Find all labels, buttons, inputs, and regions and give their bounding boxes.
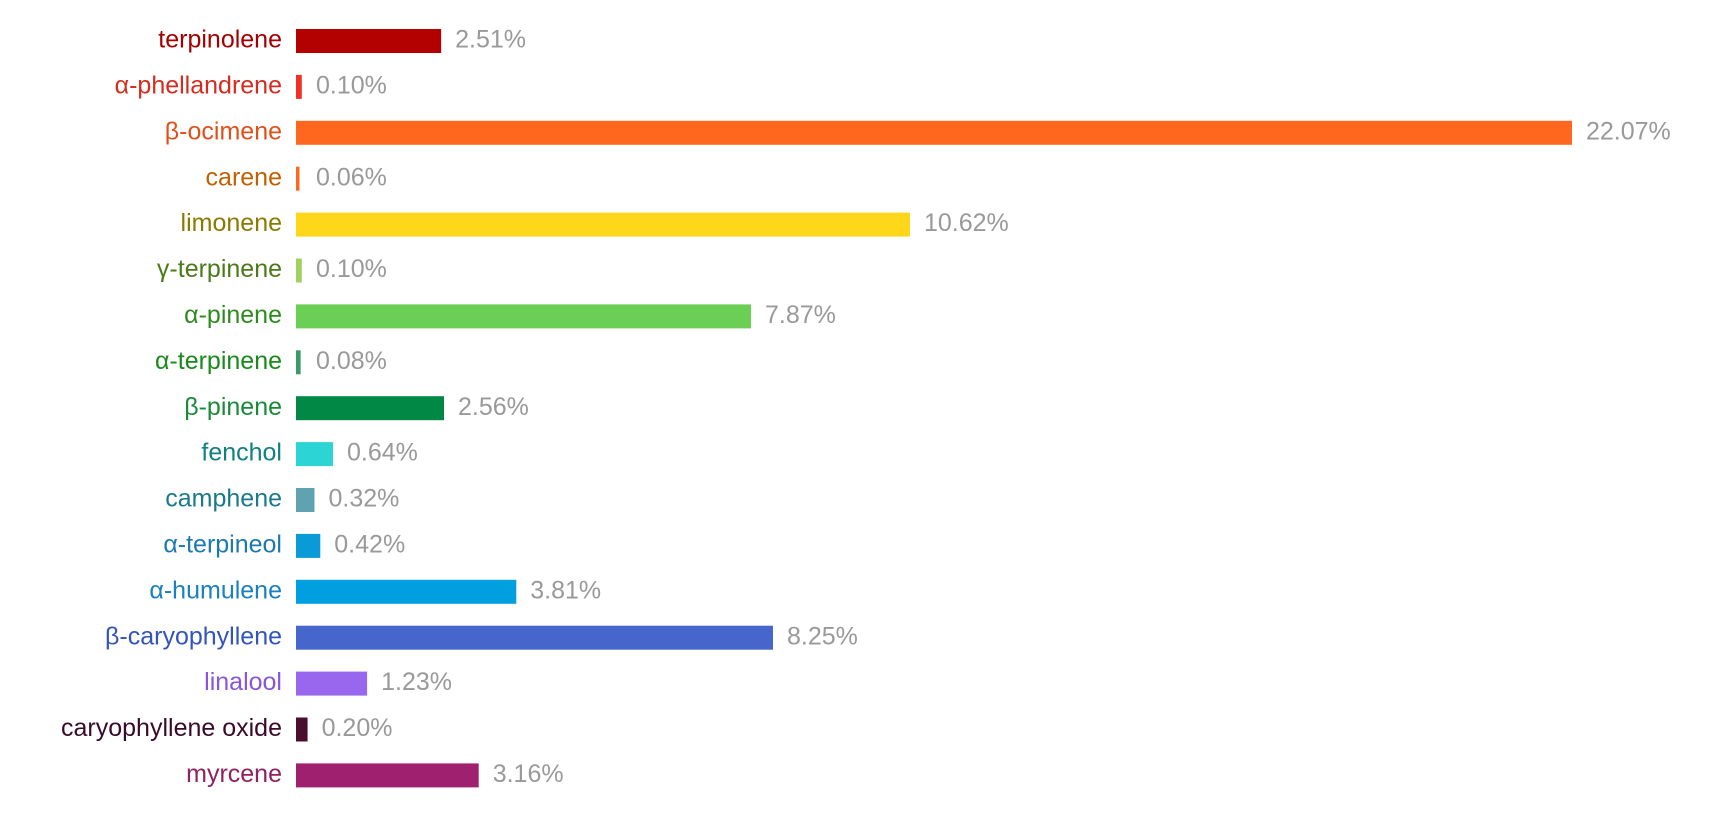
bar [296,350,301,375]
value-label: 0.10% [316,255,387,283]
value-label: 0.42% [334,531,405,559]
bar [296,29,442,53]
category-label: α-phellandrene [115,72,282,100]
value-label: 0.08% [316,347,387,375]
bar [296,166,300,191]
value-label: 0.20% [322,714,393,742]
bar [296,625,773,650]
value-label: 2.56% [458,393,529,421]
category-label: terpinolene [158,26,282,54]
bar [296,763,479,788]
category-label: α-terpinene [155,347,282,375]
category-label: limonene [181,209,282,237]
category-label: fenchol [201,439,282,467]
category-label: carene [206,163,282,191]
value-label: 3.81% [530,576,601,604]
category-label: α-terpineol [163,531,282,559]
value-label: 0.06% [316,163,387,191]
value-label: 3.16% [493,760,564,788]
category-label: α-humulene [149,576,282,604]
category-label: myrcene [186,760,282,788]
bar [296,717,308,742]
bar [296,533,321,558]
category-label: β-pinene [184,393,282,421]
value-label: 2.51% [455,26,526,54]
category-label: camphene [165,485,282,513]
bar [296,671,368,696]
category-label: linalool [204,668,282,696]
bar [296,212,911,237]
value-label: 1.23% [381,668,452,696]
category-label: caryophyllene oxide [61,714,282,742]
bar [296,258,302,283]
value-label: 0.64% [347,439,418,467]
value-label: 8.25% [787,622,858,650]
bar [296,74,302,99]
category-label: α-pinene [184,301,282,329]
value-label: 0.10% [316,72,387,100]
bar [296,579,517,604]
value-label: 0.32% [329,485,400,513]
bar [296,304,752,329]
bar [296,396,445,421]
value-label: 10.62% [924,209,1009,237]
value-label: 7.87% [765,301,836,329]
bar [296,120,1572,145]
bar [296,442,334,467]
value-label: 22.07% [1586,117,1671,145]
bar [296,488,315,512]
category-label: γ-terpinene [157,255,282,283]
category-label: β-caryophyllene [105,622,282,650]
category-label: β-ocimene [165,117,282,145]
